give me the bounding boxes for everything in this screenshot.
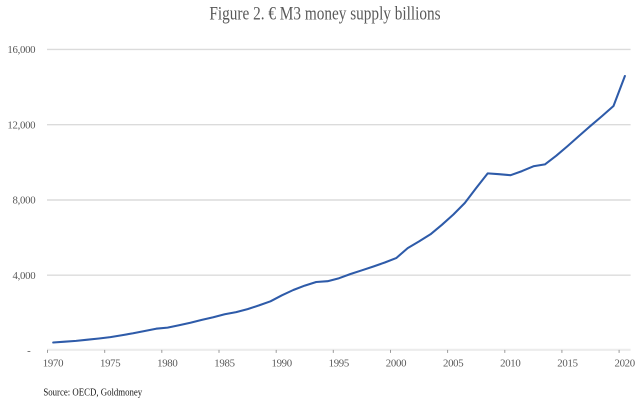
svg-text:Source: OECD, Goldmoney: Source: OECD, Goldmoney bbox=[43, 386, 142, 398]
svg-text:1985: 1985 bbox=[214, 357, 234, 369]
svg-text:12,000: 12,000 bbox=[7, 119, 35, 131]
svg-text:Figure 2. € M3 money supply bi: Figure 2. € M3 money supply billions bbox=[209, 4, 440, 25]
svg-text:1975: 1975 bbox=[100, 357, 120, 369]
svg-text:2005: 2005 bbox=[443, 357, 463, 369]
svg-text:2010: 2010 bbox=[500, 357, 520, 369]
svg-text:-: - bbox=[27, 345, 31, 357]
svg-text:1970: 1970 bbox=[43, 357, 63, 369]
svg-text:16,000: 16,000 bbox=[7, 44, 35, 56]
svg-text:1995: 1995 bbox=[329, 357, 349, 369]
svg-text:2020: 2020 bbox=[614, 357, 634, 369]
svg-text:4,000: 4,000 bbox=[13, 270, 36, 282]
svg-text:2000: 2000 bbox=[386, 357, 406, 369]
svg-text:2015: 2015 bbox=[557, 357, 577, 369]
svg-text:8,000: 8,000 bbox=[13, 195, 36, 207]
svg-text:1990: 1990 bbox=[271, 357, 291, 369]
svg-text:1980: 1980 bbox=[157, 357, 177, 369]
